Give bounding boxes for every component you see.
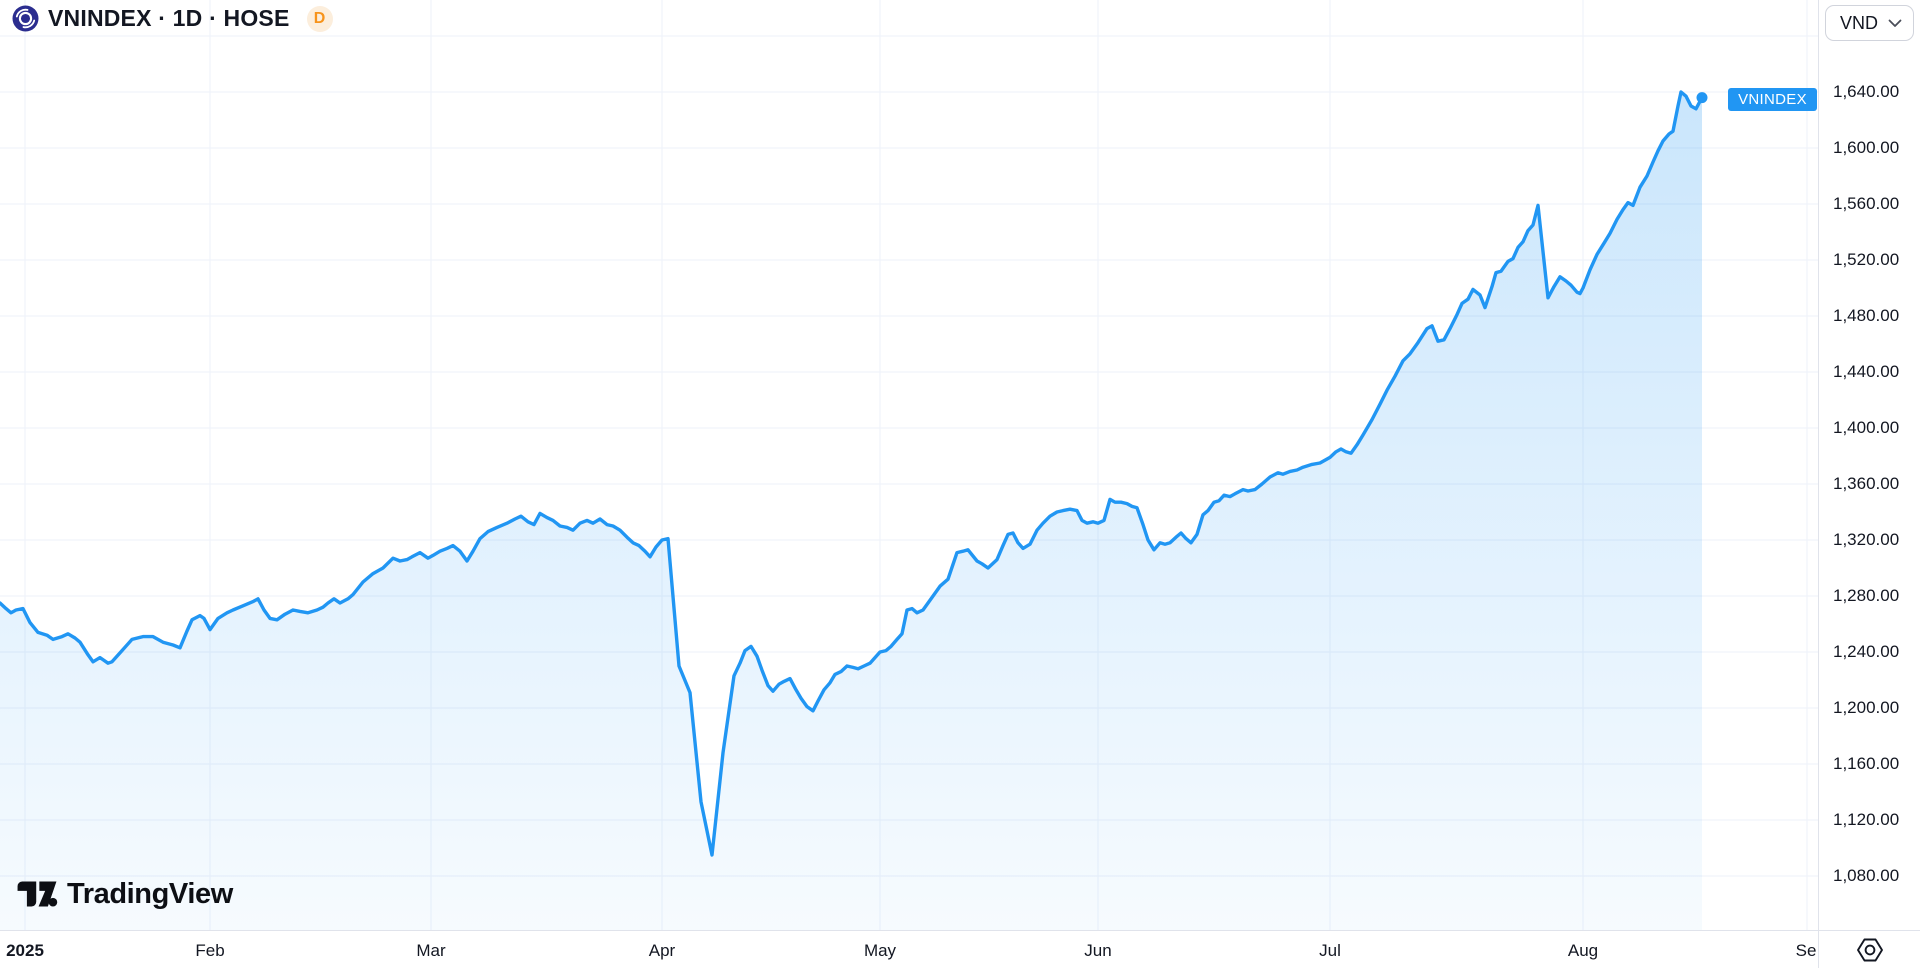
price-line [0,90,1704,857]
time-axis-label: 2025 [6,941,44,960]
price-axis-label: 1,320.00 [1833,530,1900,549]
chevron-down-icon [1888,19,1902,27]
price-axis-label: 1,240.00 [1833,642,1900,661]
branding-text: TradingView [67,877,233,910]
area-fill [0,92,1702,930]
interval-badge: D [306,5,333,32]
symbol-header: VNINDEX · 1D · HOSE D [12,5,333,32]
price-axis-label: 1,120.00 [1833,810,1900,829]
price-axis-label: 1,440.00 [1833,362,1900,381]
series-label-badge: VNINDEX [1728,88,1817,111]
price-axis-label: 1,600.00 [1833,138,1900,157]
price-axis-label: 1,280.00 [1833,586,1900,605]
time-axis-label: Feb [195,941,225,960]
symbol-logo [12,5,39,32]
tradingview-branding[interactable]: TradingView [16,876,233,912]
price-axis-label: 1,560.00 [1833,194,1900,213]
time-axis-label: Apr [648,941,676,960]
price-axis-label: 1,200.00 [1833,698,1900,717]
price-chart[interactable] [0,0,1818,930]
time-axis-label: Mar [416,941,446,960]
time-axis[interactable]: 2025 Feb Mar Apr May Jun Jul Aug Se [0,930,1818,968]
price-axis-label: 1,080.00 [1833,866,1900,885]
price-axis-label: 1,160.00 [1833,754,1900,773]
time-axis-label: May [863,941,897,960]
settings-icon[interactable] [1855,937,1885,963]
price-axis-label: 1,520.00 [1833,250,1900,269]
currency-selector[interactable]: VND [1825,5,1914,41]
price-axis-label: 1,400.00 [1833,418,1900,437]
symbol-title: VNINDEX · 1D · HOSE [48,5,290,31]
axis-corner [1818,930,1920,968]
time-axis-label: Aug [1567,941,1599,960]
price-axis-label: 1,480.00 [1833,306,1900,325]
price-axis-label: 1,360.00 [1833,474,1900,493]
time-axis-label: Jun [1084,941,1112,960]
currency-value: VND [1840,12,1879,33]
time-axis-label: Jul [1319,941,1341,960]
price-axis[interactable]: 1,640.00 1,600.00 1,560.00 1,520.00 1,480.00… [1818,0,1920,930]
last-price-dot [1696,92,1708,104]
price-axis-label: 1,640.00 [1833,82,1900,101]
tradingview-logo [17,881,58,907]
time-axis-label: Se [1795,941,1817,960]
